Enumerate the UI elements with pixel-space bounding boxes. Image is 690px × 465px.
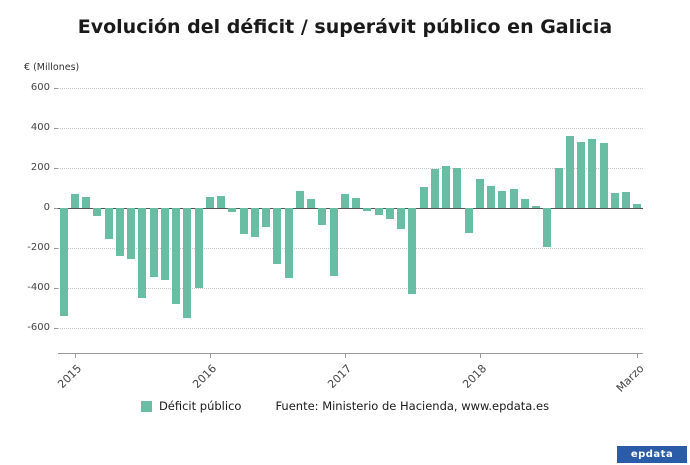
deficit-bar xyxy=(430,169,439,208)
plot-area: 600 400 200 0 -200 -400 -600 2015 2016 2017 2018 Ma… xyxy=(27,82,646,395)
deficit-bar xyxy=(475,179,484,208)
y-tick-label: -200 xyxy=(27,242,50,253)
deficit-bar xyxy=(93,208,102,216)
y-tick-label: 600 xyxy=(30,82,50,93)
deficit-bar xyxy=(284,208,293,278)
gridline xyxy=(58,288,643,289)
gridline xyxy=(58,88,643,89)
deficit-bar xyxy=(340,194,349,208)
deficit-bar xyxy=(565,136,574,208)
deficit-bar xyxy=(498,191,507,208)
deficit-bar xyxy=(318,208,327,225)
y-tick-label: 200 xyxy=(30,162,50,173)
deficit-bar xyxy=(307,199,316,208)
deficit-bar xyxy=(633,204,642,208)
deficit-bar xyxy=(385,208,394,219)
deficit-bar xyxy=(228,208,237,212)
y-tick-mark xyxy=(54,88,58,89)
epdata-logo: epdata xyxy=(617,446,687,463)
deficit-bar xyxy=(352,198,361,208)
y-axis-unit-label: € (Millones) xyxy=(24,62,80,73)
gridline xyxy=(58,248,643,249)
y-tick-label: -600 xyxy=(27,322,50,333)
deficit-bar xyxy=(599,143,608,208)
deficit-bar xyxy=(487,186,496,208)
x-tick-label: Marzo xyxy=(613,362,647,395)
deficit-bar xyxy=(217,196,226,208)
deficit-bar xyxy=(442,166,451,208)
deficit-bar xyxy=(329,208,338,276)
x-tick-label: 2015 xyxy=(55,362,85,391)
deficit-bar xyxy=(160,208,169,280)
deficit-bar xyxy=(104,208,113,239)
legend-label: Déficit público xyxy=(158,399,242,413)
x-tick-mark xyxy=(479,354,481,358)
deficit-bar xyxy=(453,168,462,208)
deficit-bar xyxy=(520,199,529,208)
y-tick-mark xyxy=(54,328,58,329)
y-tick-label: 0 xyxy=(43,202,50,213)
x-tick-label: 2018 xyxy=(460,362,490,391)
deficit-bar xyxy=(149,208,158,277)
deficit-bar xyxy=(127,208,136,259)
deficit-bar xyxy=(374,208,383,215)
deficit-bar xyxy=(239,208,248,234)
y-tick-label: -400 xyxy=(27,282,50,293)
plot-wrap: 600 400 200 0 -200 -400 -600 2015 2016 2017 2018 Ma… xyxy=(27,82,646,395)
deficit-bar xyxy=(419,187,428,208)
deficit-bar xyxy=(408,208,417,294)
deficit-bar xyxy=(262,208,271,227)
gridline xyxy=(58,328,643,329)
deficit-bar xyxy=(464,208,473,233)
x-tick-label: 2016 xyxy=(190,362,220,391)
deficit-bar xyxy=(610,193,619,208)
deficit-bar xyxy=(138,208,147,298)
zero-gridline xyxy=(58,208,643,209)
y-tick-label: 400 xyxy=(30,122,50,133)
deficit-bar xyxy=(577,142,586,208)
source-text: Fuente: Ministerio de Hacienda, www.epda… xyxy=(275,399,550,413)
y-tick-mark xyxy=(54,168,58,169)
x-tick-mark xyxy=(344,354,346,358)
x-tick-mark xyxy=(209,354,211,358)
x-tick-mark xyxy=(74,354,76,358)
epdata-logo-text: epdata xyxy=(630,449,674,460)
y-tick-mark xyxy=(54,248,58,249)
deficit-bar xyxy=(183,208,192,318)
deficit-bar xyxy=(532,206,541,208)
gridline xyxy=(58,168,643,169)
deficit-bar xyxy=(194,208,203,288)
deficit-bar xyxy=(543,208,552,247)
deficit-bar xyxy=(397,208,406,229)
gridline xyxy=(58,128,643,129)
chart-title: Evolución del déficit / superávit públic… xyxy=(77,16,613,38)
deficit-bar xyxy=(622,192,631,208)
legend-row: Déficit público Fuente: Ministerio de Ha… xyxy=(0,399,690,413)
deficit-bar xyxy=(172,208,181,304)
deficit-bar xyxy=(115,208,124,256)
x-axis-line xyxy=(58,353,643,354)
deficit-bar xyxy=(295,191,304,208)
y-tick-mark xyxy=(54,128,58,129)
legend-swatch-deficit xyxy=(140,400,152,412)
deficit-bar xyxy=(273,208,282,264)
deficit-bar xyxy=(205,197,214,208)
y-tick-mark xyxy=(54,208,58,209)
deficit-bar xyxy=(588,139,597,208)
deficit-bar xyxy=(70,194,79,208)
deficit-bar xyxy=(554,168,563,208)
deficit-bar xyxy=(82,197,91,208)
deficit-bar xyxy=(59,208,68,316)
deficit-bar xyxy=(363,208,372,211)
x-tick-mark xyxy=(637,354,639,358)
deficit-bar xyxy=(509,189,518,208)
y-tick-mark xyxy=(54,288,58,289)
deficit-bar xyxy=(250,208,259,237)
x-tick-label: 2017 xyxy=(325,362,355,391)
